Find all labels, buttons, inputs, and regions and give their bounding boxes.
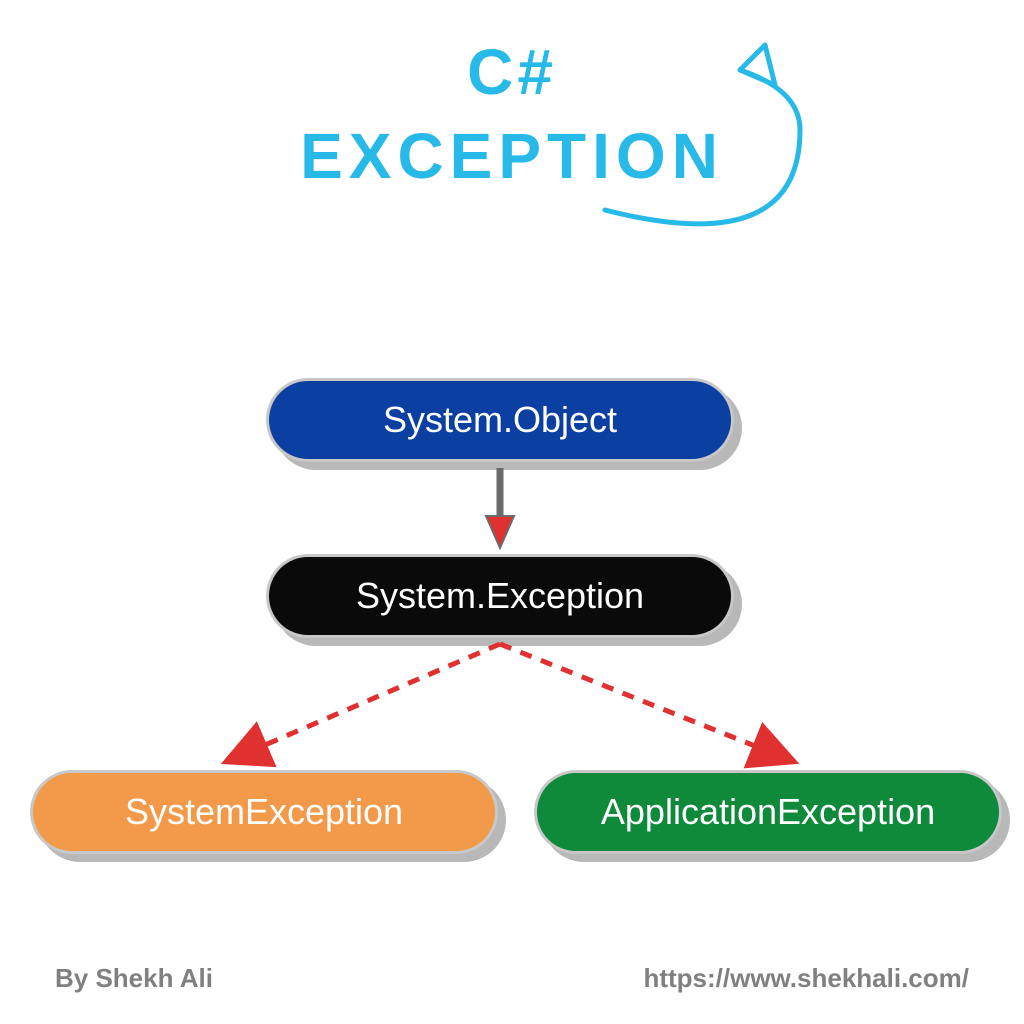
title-block: C# EXCEPTION: [0, 40, 1024, 188]
node-systemexception: SystemException: [30, 770, 498, 854]
node-label: ApplicationException: [601, 791, 935, 833]
dashed-arrow-left-icon: [230, 644, 500, 760]
node-label: System.Exception: [356, 575, 644, 617]
node-applicationexception: ApplicationException: [534, 770, 1002, 854]
node-system-object: System.Object: [266, 378, 734, 462]
title-line-1: C#: [0, 40, 1024, 104]
node-label: SystemException: [125, 791, 403, 833]
footer-url: https://www.shekhali.com/: [643, 963, 969, 994]
dashed-arrow-right-icon: [500, 644, 790, 760]
node-system-exception: System.Exception: [266, 554, 734, 638]
node-label: System.Object: [383, 399, 617, 441]
title-line-2: EXCEPTION: [0, 124, 1024, 188]
footer-author: By Shekh Ali: [55, 963, 213, 994]
loop-arrow-icon: [600, 30, 860, 260]
